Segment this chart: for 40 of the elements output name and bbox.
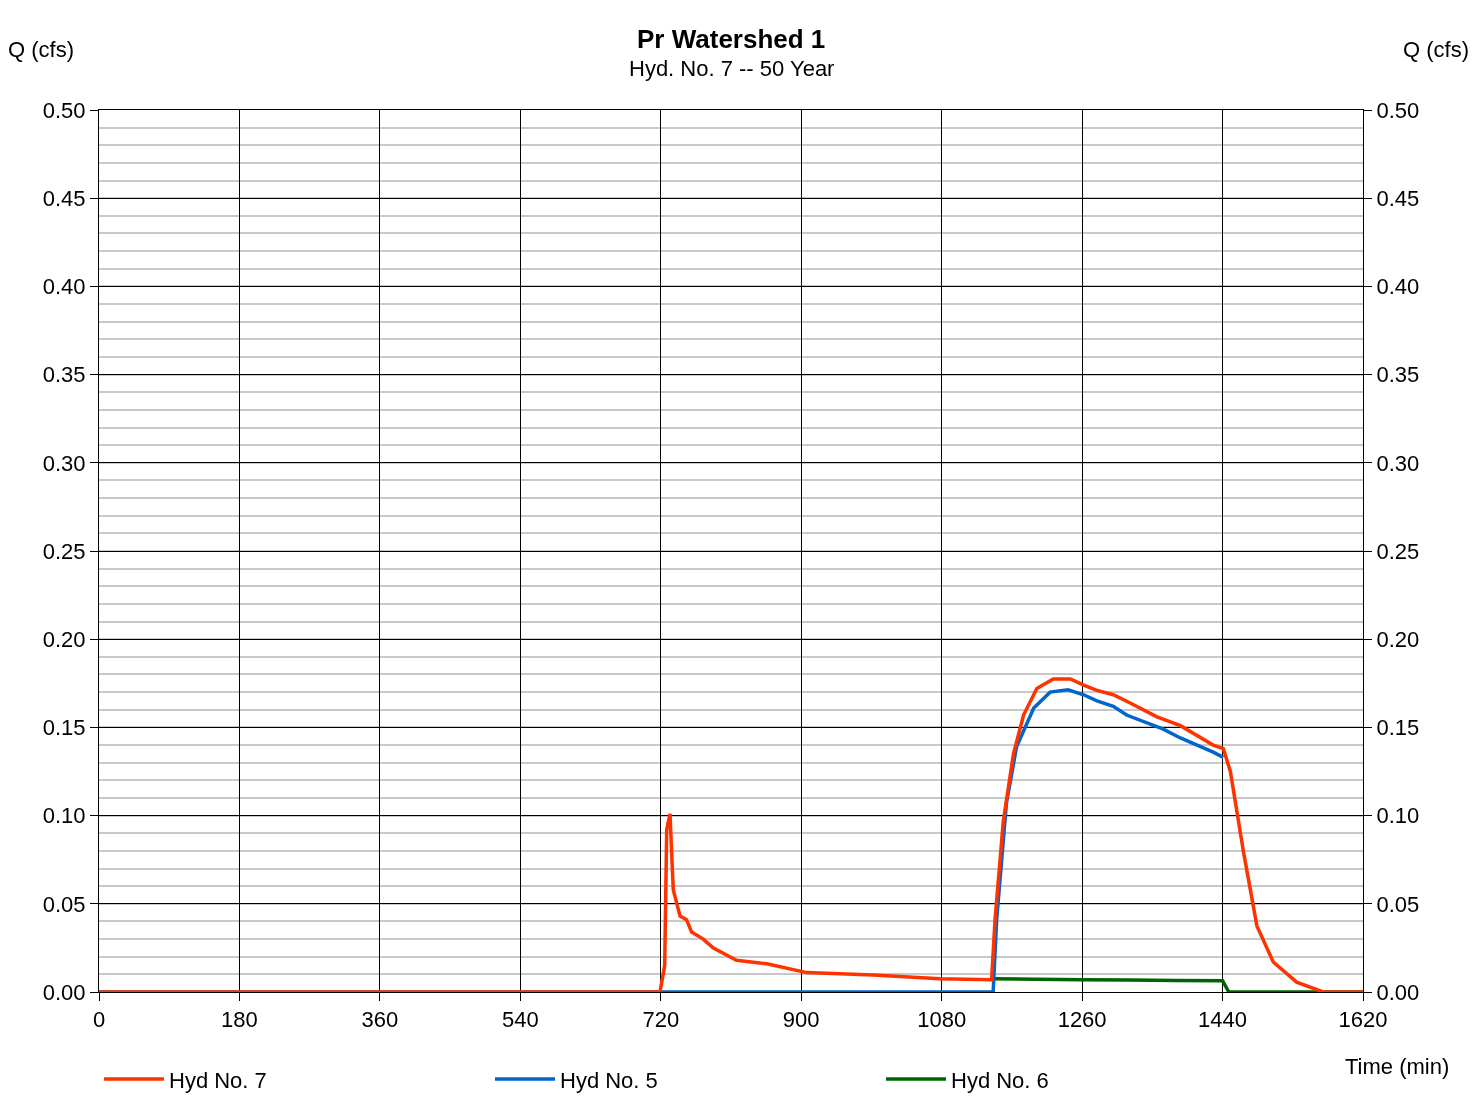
y-tick-label: 0.40 xyxy=(42,274,86,300)
y2-tick-label: 0.15 xyxy=(1376,715,1420,741)
x-tick-label: 0 xyxy=(92,1007,106,1033)
y-tick-label: 0.25 xyxy=(42,538,86,564)
x-tick-label: 1440 xyxy=(1198,1007,1248,1033)
x-tick-label: 540 xyxy=(501,1007,539,1033)
x-tick-label: 1260 xyxy=(1057,1007,1107,1033)
x-axis-title: Time (min) xyxy=(1345,1054,1450,1079)
y2-tick-label: 0.00 xyxy=(1376,979,1420,1005)
y-tick-label: 0.20 xyxy=(42,626,86,652)
y-tick-label: 0.30 xyxy=(42,450,86,476)
x-tick-label: 360 xyxy=(361,1007,399,1033)
y2-axis-title: Q (cfs) xyxy=(1403,37,1469,62)
x-tick-label: 900 xyxy=(782,1007,820,1033)
y2-tick-label: 0.45 xyxy=(1376,185,1420,211)
legend-label: Hyd No. 5 xyxy=(560,1067,658,1093)
y-tick-label: 0.50 xyxy=(42,97,86,123)
y-tick-label: 0.10 xyxy=(42,803,86,829)
chart-title: Pr Watershed 1 xyxy=(637,24,826,54)
x-tick-label: 1620 xyxy=(1338,1007,1388,1033)
y-tick-label: 0.45 xyxy=(42,185,86,211)
legend-label: Hyd No. 6 xyxy=(951,1067,1049,1093)
y2-tick-label: 0.20 xyxy=(1376,626,1420,652)
y-tick-label: 0.05 xyxy=(42,891,86,917)
y2-tick-label: 0.35 xyxy=(1376,362,1420,388)
y2-tick-label: 0.50 xyxy=(1376,97,1420,123)
y2-tick-label: 0.25 xyxy=(1376,538,1420,564)
y-tick-label: 0.00 xyxy=(42,979,86,1005)
y-tick-label: 0.15 xyxy=(42,715,86,741)
legend-label: Hyd No. 7 xyxy=(169,1067,267,1093)
x-tick-label: 1080 xyxy=(917,1007,967,1033)
chart-subtitle: Hyd. No. 7 -- 50 Year xyxy=(629,56,835,81)
y2-tick-label: 0.40 xyxy=(1376,274,1420,300)
y2-tick-label: 0.05 xyxy=(1376,891,1420,917)
x-tick-label: 180 xyxy=(221,1007,258,1033)
y2-tick-label: 0.10 xyxy=(1376,803,1420,829)
y-axis-title: Q (cfs) xyxy=(8,37,74,62)
x-tick-label: 720 xyxy=(642,1007,680,1033)
y2-tick-label: 0.30 xyxy=(1376,450,1420,476)
y-tick-label: 0.35 xyxy=(42,362,86,388)
